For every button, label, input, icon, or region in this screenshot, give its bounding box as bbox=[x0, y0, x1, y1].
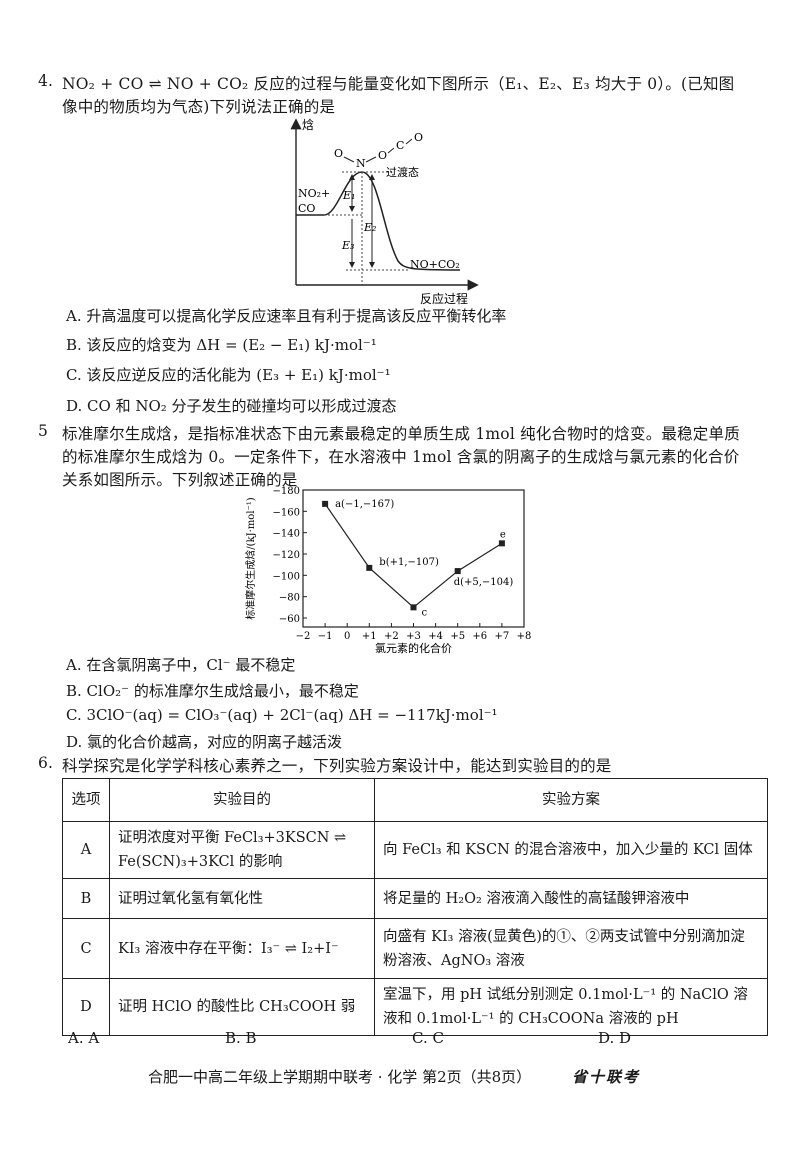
enthalpy-chart: 标准摩尔生成焓/(kJ·mol⁻¹) 氯元素的化合价 −2 −1 0 +1 +2 +3 +4… bbox=[244, 486, 532, 655]
y-axis-label: 标准摩尔生成焓/(kJ·mol⁻¹) bbox=[244, 497, 257, 620]
data-line bbox=[324, 503, 503, 609]
row-plan: 向盛有 KI₃ 溶液(显黄色)的①、②两支试管中分别滴加淀粉溶液、AgNO₃ 溶… bbox=[374, 918, 768, 979]
atom-o: O bbox=[414, 131, 423, 144]
data-point bbox=[498, 540, 505, 547]
q5-stem-line2: 的标准摩尔生成焓为 0。一定条件下，在水溶液中 1mol 含氯的阴离子的生成焓与… bbox=[62, 448, 740, 466]
header-purpose: 实验目的 bbox=[109, 778, 375, 822]
q6-stem: 科学探究是化学学科核心素养之一，下列实验方案设计中，能达到实验目的的是 bbox=[62, 757, 612, 775]
row-purpose: KI₃ 溶液中存在平衡：I₃⁻ ⇌ I₂+I⁻ bbox=[109, 918, 375, 979]
reactants-label-co: CO bbox=[298, 202, 315, 215]
point-label: c bbox=[422, 607, 428, 618]
table-row: D 证明 HClO 的酸性比 CH₃COOH 弱 室温下，用 pH 试纸分别测定… bbox=[62, 978, 768, 1036]
reactants-label: NO₂+ bbox=[298, 187, 330, 200]
y-tick-label: −160 bbox=[273, 507, 300, 518]
x-tick-label: +4 bbox=[428, 631, 443, 642]
atom-n: N bbox=[356, 157, 366, 170]
products-label: NO+CO₂ bbox=[410, 258, 460, 271]
row-purpose: 证明 HClO 的酸性比 CH₃COOH 弱 bbox=[109, 978, 375, 1036]
x-tick-label: +6 bbox=[472, 631, 487, 642]
row-option: B bbox=[62, 878, 110, 919]
y-tick-label: −140 bbox=[273, 529, 300, 540]
q4-stem-line1: NO₂ + CO ⇌ NO + CO₂ 反应的过程与能量变化如下图所示（E₁、E… bbox=[62, 75, 735, 93]
q5-option-d[interactable]: D. 氯的化合价越高，对应的阴离子越活泼 bbox=[66, 733, 343, 751]
q6-answer-b[interactable]: B. B bbox=[225, 1029, 257, 1047]
q4-stem-line2: 像中的物质均为气态)下列说法正确的是 bbox=[62, 98, 336, 116]
table-header-row: 选项 实验目的 实验方案 bbox=[62, 778, 768, 822]
y-tick-label: −60 bbox=[279, 614, 300, 625]
table-row: C KI₃ 溶液中存在平衡：I₃⁻ ⇌ I₂+I⁻ 向盛有 KI₃ 溶液(显黄色… bbox=[62, 918, 768, 979]
q5-option-b[interactable]: B. ClO₂⁻ 的标准摩尔生成焓最小，最不稳定 bbox=[66, 682, 359, 700]
q4-number: 4. bbox=[38, 72, 54, 90]
table-row: B 证明过氧化氢有氧化性 将足量的 H₂O₂ 溶液滴入酸性的高锰酸钾溶液中 bbox=[62, 878, 768, 919]
e2-label: E₂ bbox=[363, 221, 376, 234]
q4-option-b[interactable]: B. 该反应的焓变为 ΔH = (E₂ − E₁) kJ·mol⁻¹ bbox=[66, 336, 377, 354]
point-label: b(+1,−107) bbox=[379, 557, 439, 568]
x-tick-label: +2 bbox=[384, 631, 399, 642]
energy-curve bbox=[296, 171, 461, 271]
exam-stamp: 省十联考 bbox=[572, 1068, 641, 1086]
point-label: d(+5,−104) bbox=[454, 577, 514, 588]
enthalpy-axis-label: 焓 bbox=[302, 117, 314, 132]
e3-label: E₃ bbox=[341, 239, 354, 252]
row-option: D bbox=[62, 978, 110, 1036]
y-tick-label: −120 bbox=[273, 550, 300, 561]
transition-molecule: O N O C O bbox=[334, 131, 423, 170]
row-purpose: 证明过氧化氢有氧化性 bbox=[109, 878, 375, 919]
data-point bbox=[454, 568, 461, 575]
header-option: 选项 bbox=[62, 778, 110, 822]
x-tick-label: 0 bbox=[344, 631, 350, 642]
y-tick-label: −80 bbox=[279, 593, 300, 604]
q5-stem-line3: 关系如图所示。下列叙述正确的是 bbox=[62, 471, 298, 489]
q6-answer-a[interactable]: A. A bbox=[68, 1029, 100, 1047]
y-tick-label: −100 bbox=[273, 571, 300, 582]
bonds bbox=[343, 138, 413, 163]
q6-answer-d[interactable]: D. D bbox=[598, 1029, 632, 1047]
atom-o: O bbox=[378, 149, 387, 162]
row-option: A bbox=[62, 821, 110, 879]
x-tick-label: +1 bbox=[362, 631, 377, 642]
q6-answer-c[interactable]: C. C bbox=[412, 1029, 444, 1047]
data-point bbox=[322, 500, 329, 507]
atom-o: O bbox=[334, 147, 343, 160]
q5-stem-line1: 标准摩尔生成焓，是指标准状态下由元素最稳定的单质生成 1mol 纯化合物时的焓变… bbox=[62, 425, 740, 443]
x-tick-label: +8 bbox=[517, 631, 532, 642]
x-axis-label: 氯元素的化合价 bbox=[375, 641, 452, 655]
row-plan: 将足量的 H₂O₂ 溶液滴入酸性的高锰酸钾溶液中 bbox=[374, 878, 768, 919]
q6-number: 6. bbox=[38, 754, 54, 772]
x-tick-label: −1 bbox=[318, 631, 333, 642]
reaction-axis-label: 反应过程 bbox=[420, 291, 468, 306]
q5-option-c[interactable]: C. 3ClO⁻(aq) = ClO₃⁻(aq) + 2Cl⁻(aq) ΔH =… bbox=[66, 706, 498, 724]
q5-option-a[interactable]: A. 在含氯阴离子中，Cl⁻ 最不稳定 bbox=[66, 656, 296, 674]
x-tick-label: −2 bbox=[296, 631, 311, 642]
point-label: a(−1,−167) bbox=[335, 499, 394, 510]
q4-option-c[interactable]: C. 该反应逆反应的活化能为 (E₃ + E₁) kJ·mol⁻¹ bbox=[66, 366, 391, 384]
y-tick-label: −180 bbox=[273, 486, 300, 497]
e1-label: E₁ bbox=[342, 189, 355, 202]
data-point bbox=[366, 564, 373, 571]
point-label: e bbox=[500, 529, 506, 540]
row-plan: 室温下，用 pH 试纸分别测定 0.1mol·L⁻¹ 的 NaClO 溶液和 0… bbox=[374, 978, 768, 1036]
data-point bbox=[410, 604, 417, 611]
page-footer: 合肥一中高二年级上学期期中联考 · 化学 第2页（共8页） bbox=[148, 1068, 532, 1086]
q4-option-a[interactable]: A. 升高温度可以提高化学反应速率且有利于提高该反应平衡转化率 bbox=[66, 307, 507, 325]
q5-number: 5 bbox=[38, 422, 49, 440]
x-tick-label: +3 bbox=[406, 631, 421, 642]
table-row: A 证明浓度对平衡 FeCl₃+3KSCN ⇌ Fe(SCN)₃+3KCl 的影… bbox=[62, 821, 768, 879]
x-tick-label: +5 bbox=[450, 631, 465, 642]
transition-state-label: 过渡态 bbox=[386, 165, 419, 179]
experiment-table: 选项 实验目的 实验方案 A 证明浓度对平衡 FeCl₃+3KSCN ⇌ Fe(… bbox=[62, 778, 768, 1036]
row-plan: 向 FeCl₃ 和 KSCN 的混合溶液中，加入少量的 KCl 固体 bbox=[374, 821, 768, 879]
x-tick-label: +7 bbox=[495, 631, 510, 642]
row-option: C bbox=[62, 918, 110, 979]
energy-diagram: 焓 反应过程 E₁ E₂ E₃ NO₂+ CO NO+CO₂ 过渡态 O N O… bbox=[290, 117, 479, 306]
atom-c: C bbox=[396, 139, 404, 152]
header-plan: 实验方案 bbox=[374, 778, 768, 822]
q4-option-d[interactable]: D. CO 和 NO₂ 分子发生的碰撞均可以形成过渡态 bbox=[66, 397, 397, 415]
row-purpose: 证明浓度对平衡 FeCl₃+3KSCN ⇌ Fe(SCN)₃+3KCl 的影响 bbox=[109, 821, 375, 879]
